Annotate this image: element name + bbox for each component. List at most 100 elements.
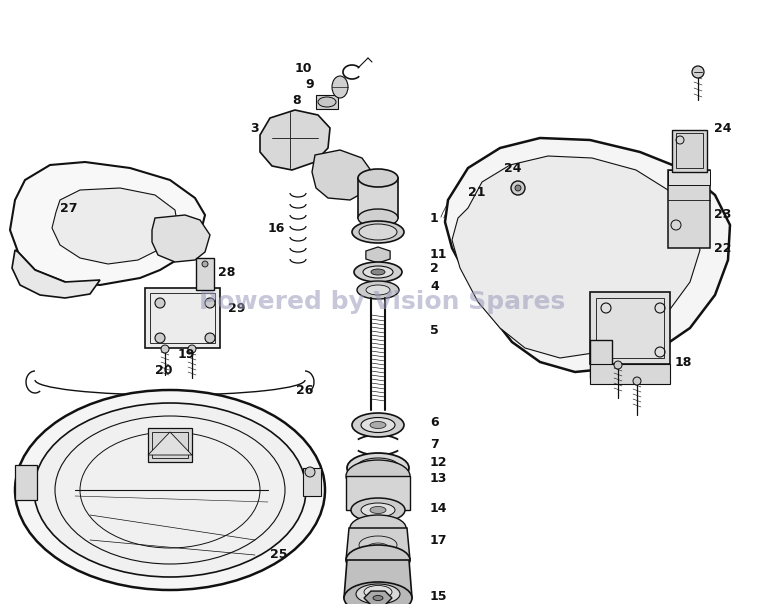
Polygon shape xyxy=(358,178,398,218)
Circle shape xyxy=(614,361,622,369)
Bar xyxy=(668,170,710,248)
Circle shape xyxy=(633,377,641,385)
Polygon shape xyxy=(366,247,390,263)
Ellipse shape xyxy=(344,582,412,604)
Bar xyxy=(590,364,670,384)
Bar xyxy=(672,130,707,172)
Polygon shape xyxy=(364,591,392,604)
Polygon shape xyxy=(344,560,412,598)
Bar xyxy=(150,293,215,343)
Polygon shape xyxy=(312,150,372,200)
Bar xyxy=(676,133,703,168)
Text: 22: 22 xyxy=(714,242,731,254)
Ellipse shape xyxy=(356,458,400,478)
Polygon shape xyxy=(12,250,100,298)
Text: 16: 16 xyxy=(268,222,285,234)
Text: 23: 23 xyxy=(714,208,731,220)
Text: 15: 15 xyxy=(430,590,448,603)
Ellipse shape xyxy=(332,76,348,98)
Ellipse shape xyxy=(356,584,400,604)
Text: 19: 19 xyxy=(178,347,195,361)
Text: 20: 20 xyxy=(155,364,172,376)
Ellipse shape xyxy=(346,460,410,492)
Ellipse shape xyxy=(372,465,384,471)
Text: 24: 24 xyxy=(714,121,731,135)
Circle shape xyxy=(155,298,165,308)
Text: 13: 13 xyxy=(430,472,448,484)
Text: 28: 28 xyxy=(218,266,236,278)
Text: 11: 11 xyxy=(430,248,448,260)
Bar xyxy=(145,288,220,348)
Circle shape xyxy=(202,261,208,267)
Polygon shape xyxy=(10,162,205,285)
Circle shape xyxy=(188,345,196,353)
Text: Powered by Vision Spares: Powered by Vision Spares xyxy=(199,290,565,314)
Ellipse shape xyxy=(358,169,398,187)
Text: 17: 17 xyxy=(430,533,448,547)
Bar xyxy=(668,170,710,185)
Polygon shape xyxy=(445,138,730,372)
Text: 4: 4 xyxy=(430,280,439,292)
Ellipse shape xyxy=(370,507,386,513)
Ellipse shape xyxy=(351,498,405,522)
Text: 3: 3 xyxy=(250,121,259,135)
Text: 1: 1 xyxy=(430,211,439,225)
Text: 21: 21 xyxy=(468,185,486,199)
Ellipse shape xyxy=(354,262,402,282)
Circle shape xyxy=(692,66,704,78)
Ellipse shape xyxy=(366,285,390,295)
Text: 25: 25 xyxy=(270,548,288,562)
Text: 12: 12 xyxy=(430,455,448,469)
Ellipse shape xyxy=(358,209,398,227)
Text: 6: 6 xyxy=(430,416,438,428)
Bar xyxy=(152,432,188,458)
Bar xyxy=(303,468,321,496)
Text: 26: 26 xyxy=(296,384,314,396)
Text: 5: 5 xyxy=(430,324,439,336)
Ellipse shape xyxy=(34,403,306,577)
Ellipse shape xyxy=(371,269,385,275)
Ellipse shape xyxy=(367,543,389,553)
Polygon shape xyxy=(152,215,210,262)
Bar xyxy=(590,292,670,364)
Bar xyxy=(590,340,612,378)
Text: 2: 2 xyxy=(430,262,439,274)
Ellipse shape xyxy=(373,596,383,600)
Bar xyxy=(316,95,338,109)
Polygon shape xyxy=(148,432,192,455)
Polygon shape xyxy=(260,110,330,170)
Text: 14: 14 xyxy=(430,501,448,515)
Bar xyxy=(596,298,664,358)
Text: 29: 29 xyxy=(228,301,246,315)
Ellipse shape xyxy=(318,97,336,107)
Bar xyxy=(196,258,214,290)
Ellipse shape xyxy=(350,515,406,541)
Text: 27: 27 xyxy=(60,202,77,214)
Polygon shape xyxy=(52,188,178,264)
Ellipse shape xyxy=(370,422,386,428)
Text: 7: 7 xyxy=(430,437,439,451)
Ellipse shape xyxy=(352,413,404,437)
Circle shape xyxy=(205,298,215,308)
Ellipse shape xyxy=(363,266,393,278)
Ellipse shape xyxy=(361,503,395,517)
Polygon shape xyxy=(346,476,410,510)
Circle shape xyxy=(161,345,169,353)
Circle shape xyxy=(205,333,215,343)
Bar xyxy=(148,428,192,462)
Ellipse shape xyxy=(347,546,409,574)
Ellipse shape xyxy=(352,221,404,243)
Ellipse shape xyxy=(364,585,392,599)
Text: 9: 9 xyxy=(305,77,314,91)
Ellipse shape xyxy=(347,453,409,483)
Text: 8: 8 xyxy=(292,94,301,106)
Circle shape xyxy=(155,333,165,343)
Circle shape xyxy=(511,181,525,195)
Circle shape xyxy=(515,185,521,191)
Polygon shape xyxy=(346,528,410,560)
Text: 18: 18 xyxy=(675,356,692,368)
Circle shape xyxy=(305,467,315,477)
Ellipse shape xyxy=(359,224,397,240)
Bar xyxy=(15,465,37,500)
Ellipse shape xyxy=(357,281,399,299)
